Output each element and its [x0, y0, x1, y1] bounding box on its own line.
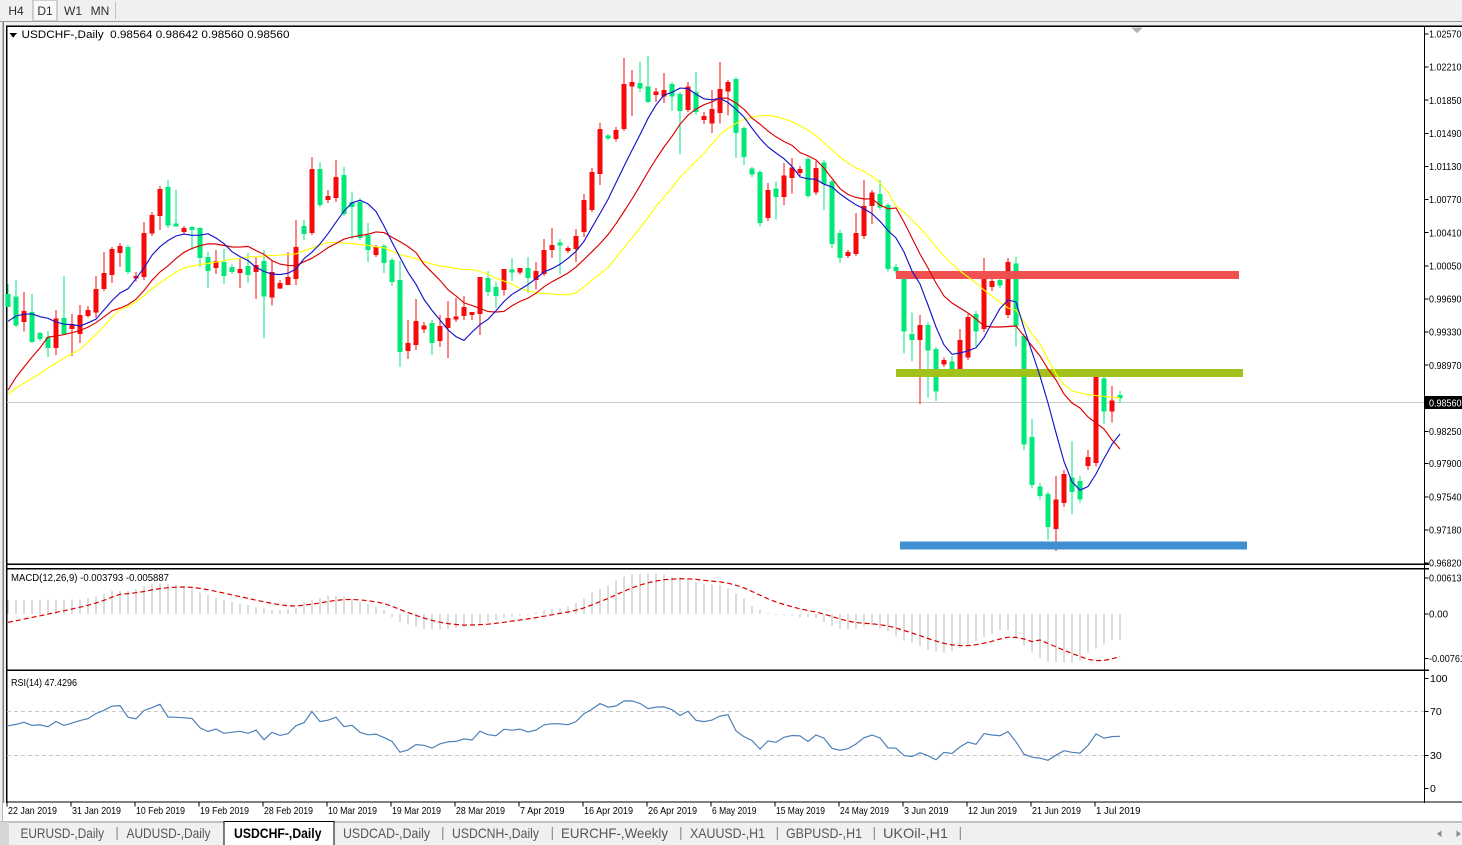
svg-text:0: 0 — [1430, 783, 1436, 795]
svg-text:0.00: 0.00 — [1429, 609, 1448, 621]
svg-text:|: | — [441, 824, 445, 840]
svg-text:1.00050: 1.00050 — [1429, 260, 1462, 272]
svg-text:1.02210: 1.02210 — [1429, 62, 1462, 74]
svg-text:RSI(14) 47.4296: RSI(14) 47.4296 — [11, 677, 77, 689]
svg-text:0.97900: 0.97900 — [1429, 458, 1462, 470]
svg-text:XAUUSD-,H1: XAUUSD-,H1 — [690, 825, 765, 841]
svg-text:0.97180: 0.97180 — [1429, 525, 1462, 537]
svg-text:MACD(12,26,9) -0.003793 -0.005: MACD(12,26,9) -0.003793 -0.005887 — [11, 572, 169, 584]
svg-text:AUDUSD-,Daily: AUDUSD-,Daily — [127, 825, 211, 841]
svg-text:0.96820: 0.96820 — [1429, 558, 1462, 570]
svg-text:19 Feb 2019: 19 Feb 2019 — [200, 805, 249, 817]
svg-text:UKOil-,H1: UKOil-,H1 — [883, 825, 948, 841]
svg-text:0.98560: 0.98560 — [1429, 398, 1462, 410]
svg-text:USDCHF-,Daily: USDCHF-,Daily — [234, 825, 322, 841]
svg-text:1.00410: 1.00410 — [1429, 227, 1462, 239]
svg-text:W1: W1 — [64, 4, 82, 18]
svg-text:H4: H4 — [8, 4, 24, 18]
svg-text:15 May 2019: 15 May 2019 — [776, 805, 825, 817]
svg-text:1.01130: 1.01130 — [1429, 161, 1462, 173]
svg-text:31 Jan 2019: 31 Jan 2019 — [72, 805, 121, 817]
svg-text:MN: MN — [91, 4, 110, 18]
svg-text:|: | — [551, 824, 555, 840]
svg-text:|: | — [115, 824, 119, 840]
svg-text:12 Jun 2019: 12 Jun 2019 — [968, 805, 1017, 817]
svg-text:30: 30 — [1430, 750, 1442, 762]
svg-text:0.00613: 0.00613 — [1429, 573, 1462, 585]
svg-text:26 Apr 2019: 26 Apr 2019 — [648, 805, 697, 817]
svg-text:70: 70 — [1430, 706, 1442, 718]
svg-text:GBPUSD-,H1: GBPUSD-,H1 — [786, 825, 862, 841]
svg-text:0.97540: 0.97540 — [1429, 491, 1462, 503]
svg-text:16 Apr 2019: 16 Apr 2019 — [584, 805, 633, 817]
svg-text:|: | — [679, 824, 683, 840]
svg-text:|: | — [776, 824, 780, 840]
svg-text:USDCAD-,Daily: USDCAD-,Daily — [343, 825, 430, 841]
svg-text:6 May 2019: 6 May 2019 — [712, 805, 757, 817]
svg-text:D1: D1 — [37, 4, 53, 18]
svg-text:0.99330: 0.99330 — [1429, 327, 1462, 339]
svg-text:1.00770: 1.00770 — [1429, 194, 1462, 206]
svg-text:22 Jan 2019: 22 Jan 2019 — [8, 805, 57, 817]
svg-text:7 Apr 2019: 7 Apr 2019 — [520, 805, 565, 817]
svg-text:3 Jun 2019: 3 Jun 2019 — [904, 805, 949, 817]
svg-text:21 Jun 2019: 21 Jun 2019 — [1032, 805, 1081, 817]
svg-text:1.02570: 1.02570 — [1429, 29, 1462, 41]
svg-text:USDCHF-,Daily 0.98564 0.98642: USDCHF-,Daily 0.98564 0.98642 0.98560 0.… — [22, 29, 290, 41]
svg-text:0.99690: 0.99690 — [1429, 294, 1462, 306]
svg-text:28 Mar 2019: 28 Mar 2019 — [456, 805, 505, 817]
svg-text:|: | — [873, 824, 877, 840]
svg-text:10 Mar 2019: 10 Mar 2019 — [328, 805, 377, 817]
svg-text:24 May 2019: 24 May 2019 — [840, 805, 889, 817]
svg-text:10 Feb 2019: 10 Feb 2019 — [136, 805, 185, 817]
svg-text:-0.00761: -0.00761 — [1429, 653, 1462, 665]
svg-text:0.98250: 0.98250 — [1429, 426, 1462, 438]
svg-text:1.01850: 1.01850 — [1429, 95, 1462, 107]
svg-text:100: 100 — [1430, 673, 1448, 685]
svg-text:|: | — [959, 824, 963, 840]
svg-text:0.98970: 0.98970 — [1429, 360, 1462, 372]
svg-text:19 Mar 2019: 19 Mar 2019 — [392, 805, 441, 817]
svg-text:28 Feb 2019: 28 Feb 2019 — [264, 805, 313, 817]
svg-text:1 Jul 2019: 1 Jul 2019 — [1096, 805, 1141, 817]
svg-text:EURUSD-,Daily: EURUSD-,Daily — [21, 825, 105, 841]
svg-text:USDCNH-,Daily: USDCNH-,Daily — [452, 825, 539, 841]
svg-text:1.01490: 1.01490 — [1429, 128, 1462, 140]
svg-text:EURCHF-,Weekly: EURCHF-,Weekly — [561, 825, 668, 841]
